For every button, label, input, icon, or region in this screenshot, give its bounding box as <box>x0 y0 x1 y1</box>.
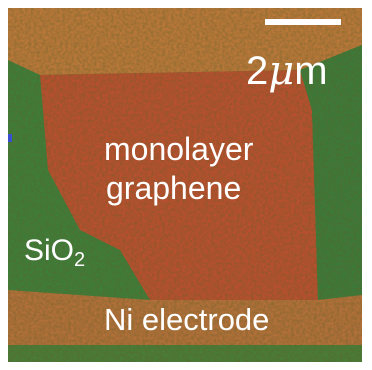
scale-unit: m <box>294 49 327 93</box>
micrograph: 2μm monolayer graphene SiO2 Ni electrode <box>0 0 372 370</box>
scale-bar-label: 2μm <box>246 48 328 94</box>
page: {"scale_bar": {"number": "2", "unit_pref… <box>0 0 372 370</box>
scale-bar <box>265 19 341 25</box>
electrode-label: Ni electrode <box>104 302 269 337</box>
blue-speck <box>8 134 12 142</box>
substrate-text: SiO <box>24 234 74 267</box>
scale-number: 2 <box>246 49 268 93</box>
layer-label-line-1: monolayer <box>104 131 254 167</box>
substrate-subscript: 2 <box>74 249 85 271</box>
layer-label-line-2: graphene <box>106 170 241 206</box>
scale-unit-prefix: μ <box>268 48 294 94</box>
